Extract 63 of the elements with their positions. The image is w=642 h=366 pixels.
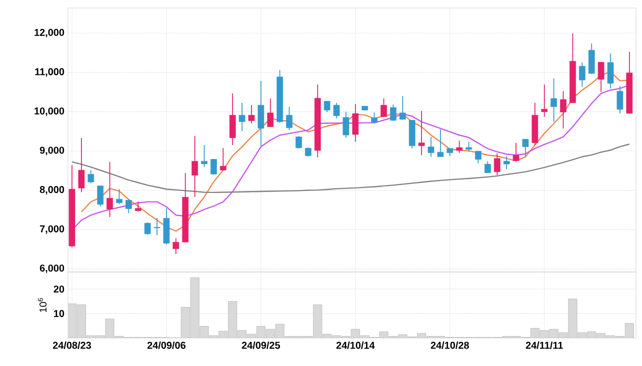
candlestick [578,62,586,88]
y-axis-title: 10$^{6}$ [38,298,47,312]
candlestick [144,222,151,236]
candlestick [541,84,548,118]
candlestick [588,43,595,75]
candlestick [324,100,330,113]
candlestick [125,199,132,214]
candlestick [229,92,236,146]
candlestick [503,156,510,170]
candlestick [399,96,406,120]
candlestick [192,136,198,198]
x-tick-label: 24/09/06 [147,342,186,349]
candlestick [296,136,302,150]
candlestick [418,110,425,156]
candlestick [106,162,113,218]
candlestick [304,147,312,157]
candlestick [172,238,180,255]
y-tick-label: 12,000 [34,28,64,38]
candlestick [380,98,387,118]
candlestick [238,102,246,132]
x-tick-label: 24/10/28 [430,342,469,349]
candlestick [248,104,255,124]
y-tick-label: 20 [54,286,64,293]
candlestick [352,104,359,142]
y-tick-label: 9,000 [40,146,64,156]
candlestick [201,144,208,168]
candlestick [154,218,160,236]
candlestick [428,136,434,158]
y-tick-label: 6,000 [40,264,64,274]
candlestick [116,188,122,204]
candlestick [484,160,491,174]
candlestick [466,141,472,152]
candlestick [78,138,85,193]
x-tick-label: 24/08/23 [52,342,92,349]
candlestick [522,138,529,158]
candlestick [134,201,142,212]
candlestick [475,150,482,164]
candlestick [286,106,292,131]
candlestick [494,152,500,176]
y-tick-label: 8,000 [40,186,64,195]
candlestick [512,142,520,162]
candlestick [258,80,264,146]
x-tick-label: 24/11/11 [526,342,563,349]
candlestick [267,98,274,128]
y-tick-label: 7,000 [40,225,64,234]
y-tick-label: 11,000 [35,68,64,77]
candlestick [616,86,624,114]
x-tick-label: 24/09/25 [242,342,280,349]
candlestick [333,102,340,119]
candlestick [97,185,104,207]
candlestick [598,62,604,92]
x-tick-label: 24/10/14 [336,342,375,349]
candlestick [342,111,350,138]
candlestick [390,104,396,122]
candlestick [550,78,557,122]
candlestick [607,53,614,89]
candlestick [88,170,94,184]
candlestick [560,90,566,129]
candlestick [456,140,463,154]
y-tick-label: 10 [54,310,64,318]
candlestick [220,148,226,172]
candlestick [437,128,444,158]
y-tick-label: 10,000 [34,107,64,116]
